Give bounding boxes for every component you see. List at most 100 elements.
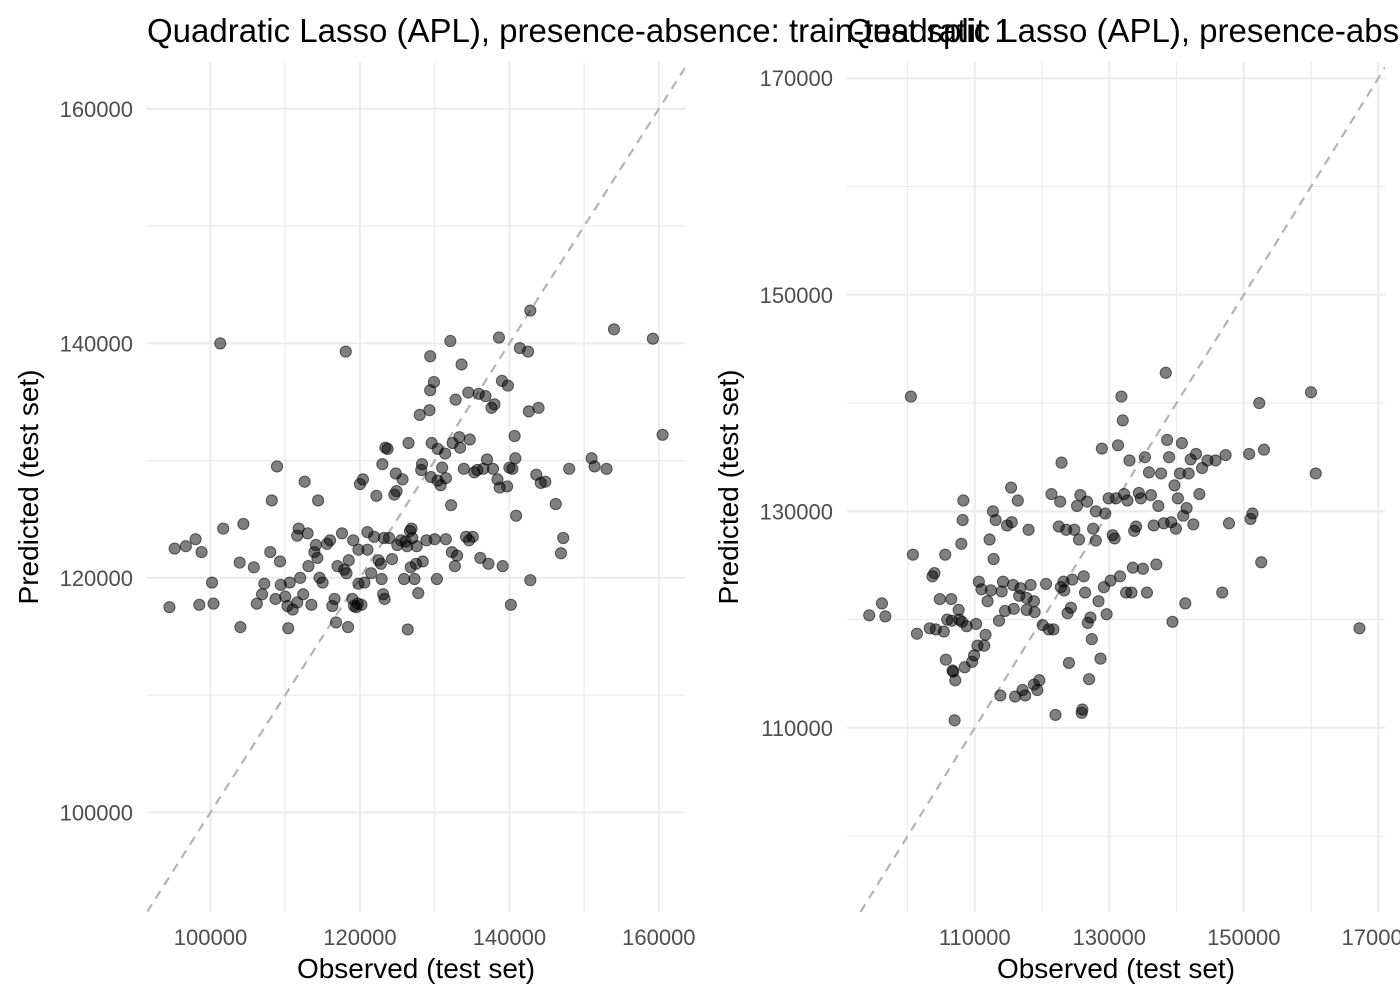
data-point — [1095, 442, 1108, 455]
data-point — [510, 509, 523, 522]
data-point — [1076, 703, 1089, 716]
data-point — [273, 555, 287, 568]
data-point — [956, 513, 969, 527]
data-point — [557, 531, 570, 545]
data-point — [234, 621, 247, 634]
data-point — [205, 576, 219, 589]
data-point — [1161, 433, 1174, 446]
data-point — [488, 398, 501, 411]
data-point — [1058, 584, 1071, 597]
data-point — [415, 458, 429, 471]
data-point — [524, 574, 537, 587]
data-point — [1309, 467, 1322, 480]
scatter-panel-2: 110000 130000 150000 170000 110000 130000 1500… — [713, 12, 1400, 984]
data-point — [323, 534, 337, 547]
data-point — [1304, 386, 1318, 399]
y-axis-title: Predicted (test set) — [13, 370, 44, 605]
data-point — [365, 567, 378, 580]
data-point — [479, 390, 492, 403]
data-point — [1068, 523, 1081, 536]
data-point — [1064, 601, 1078, 614]
data-point — [1179, 597, 1192, 610]
data-point — [948, 714, 961, 727]
data-point — [1083, 673, 1096, 686]
data-point — [358, 576, 371, 589]
data-point — [981, 595, 994, 608]
data-point — [904, 390, 917, 403]
data-point — [1027, 595, 1041, 608]
data-point — [1144, 489, 1158, 502]
data-point — [316, 576, 329, 589]
data-point — [1028, 605, 1041, 619]
y-tick-label: 130000 — [760, 499, 833, 524]
data-point — [563, 462, 576, 475]
data-point — [1054, 495, 1067, 508]
data-point — [1150, 558, 1163, 571]
data-point — [1111, 439, 1125, 452]
data-point — [474, 551, 487, 565]
data-point — [506, 462, 519, 475]
data-point — [311, 551, 324, 565]
data-point — [1353, 622, 1366, 635]
x-tick-label: 130000 — [1073, 925, 1146, 950]
data-point — [1078, 586, 1092, 599]
data-point — [1152, 499, 1165, 513]
data-point — [970, 617, 983, 631]
data-point — [466, 530, 479, 543]
data-point — [1039, 577, 1053, 591]
data-point — [1077, 570, 1090, 583]
data-point — [979, 628, 992, 641]
data-point — [339, 345, 352, 358]
x-tick-label: 120000 — [323, 925, 396, 950]
data-point — [1253, 396, 1266, 410]
data-point — [427, 375, 441, 389]
data-point — [939, 548, 952, 561]
data-point — [1182, 467, 1195, 480]
data-point — [439, 447, 452, 460]
data-point — [928, 566, 941, 580]
x-tick-label: 170000 — [1342, 925, 1400, 950]
data-point — [195, 545, 208, 559]
data-point — [1136, 562, 1150, 575]
data-point — [302, 560, 315, 573]
data-point — [910, 627, 924, 640]
data-point — [646, 332, 659, 345]
data-point — [282, 622, 295, 635]
data-point — [381, 442, 394, 455]
data-point — [1189, 447, 1203, 461]
data-point — [1216, 586, 1229, 599]
data-point — [1014, 582, 1027, 595]
data-point — [255, 588, 269, 601]
y-tick-label: 100000 — [60, 800, 133, 825]
data-point — [258, 577, 271, 590]
data-point — [378, 592, 391, 606]
data-point — [1087, 522, 1100, 535]
data-point — [291, 596, 304, 609]
data-point — [1089, 534, 1102, 547]
data-point — [283, 576, 296, 589]
data-point — [1045, 487, 1058, 501]
data-point — [1219, 448, 1232, 462]
data-point — [1007, 602, 1020, 615]
data-point — [994, 689, 1007, 702]
data-point — [179, 540, 192, 553]
data-point — [1123, 454, 1136, 467]
data-point — [1222, 517, 1236, 530]
data-point — [992, 614, 1006, 627]
data-point — [1246, 507, 1259, 520]
data-point — [607, 323, 621, 336]
data-point — [1175, 437, 1189, 450]
y-tick-label: 160000 — [60, 97, 133, 122]
data-point — [402, 436, 415, 450]
data-point — [1125, 586, 1138, 599]
data-point — [1062, 656, 1076, 670]
data-point — [1116, 414, 1129, 427]
data-point — [233, 556, 246, 569]
x-tick-label: 140000 — [473, 925, 546, 950]
data-point — [1257, 443, 1271, 456]
y-tick-label: 170000 — [760, 66, 833, 91]
data-point — [1138, 451, 1152, 464]
data-point — [328, 592, 341, 606]
data-point — [501, 480, 514, 493]
